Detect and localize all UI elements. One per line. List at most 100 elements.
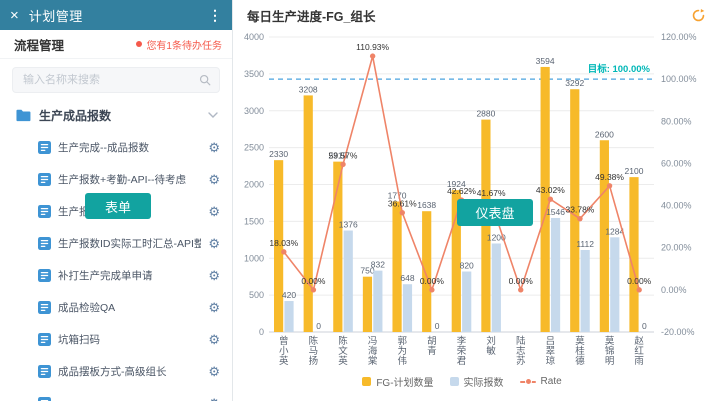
rate-point[interactable] — [606, 183, 613, 189]
tree-item[interactable]: 生产完成--成品报数 ⚙ — [0, 131, 232, 163]
x-axis-label: 莫锦明 — [605, 335, 615, 367]
process-management-row[interactable]: 流程管理 您有1条待办任务 — [0, 30, 232, 59]
search-input[interactable] — [21, 73, 199, 87]
bar-plan[interactable] — [570, 89, 580, 332]
bar-actual[interactable] — [373, 270, 383, 332]
bar-actual-label: 1284 — [605, 226, 624, 236]
notification-dot-icon — [136, 41, 143, 47]
rate-point[interactable] — [399, 210, 405, 216]
gear-icon[interactable]: ⚙ — [208, 171, 220, 187]
tree-item[interactable]: 补打生产完成单申请 ⚙ — [0, 259, 232, 291]
x-axis-label: 赵红雨 — [634, 335, 644, 367]
bar-plan-label: 2100 — [625, 166, 644, 176]
rate-point[interactable] — [310, 287, 317, 293]
todo-notice-text: 您有1条待办任务 — [146, 40, 222, 52]
todo-notice[interactable]: 您有1条待办任务 — [136, 37, 222, 52]
tree-item[interactable]: 生产报数ID实际工时汇总-API整理 ⚙ — [0, 227, 232, 259]
bar-plan-label: 3292 — [565, 78, 584, 88]
bar-actual[interactable] — [284, 301, 294, 332]
rate-point[interactable] — [577, 215, 583, 222]
refresh-icon[interactable] — [691, 8, 706, 23]
bar-plan[interactable] — [274, 160, 284, 332]
tree-item[interactable]: 生产报数+考勤-API--待考虑 ⚙ — [0, 163, 232, 195]
bar-plan[interactable] — [422, 211, 432, 332]
rate-label: 0.00% — [420, 276, 445, 286]
bar-plan[interactable] — [392, 201, 402, 332]
target-label: 目标: 100.00% — [588, 63, 651, 75]
tree-item-label: 生产报数ID实际工时汇总-API整理 — [58, 237, 202, 250]
rate-label: 42.62% — [447, 186, 476, 196]
rate-label: 41.67% — [477, 188, 506, 198]
gear-icon[interactable]: ⚙ — [208, 139, 220, 155]
legend-item-plan[interactable]: FG-计划数量 — [362, 374, 434, 389]
rate-label: 59.57% — [329, 150, 358, 160]
gear-icon[interactable]: ⚙ — [208, 397, 220, 401]
bar-actual[interactable] — [550, 217, 561, 332]
bar-plan-label: 1770 — [388, 190, 407, 200]
tree-item-label: 生产报数+考勤-API--待考虑 — [58, 173, 187, 186]
gear-icon[interactable]: ⚙ — [208, 235, 220, 251]
folder-row-production[interactable]: 生产成品报数 — [0, 99, 232, 131]
bar-plan-label: 2330 — [269, 149, 288, 159]
more-menu-icon[interactable]: ⋮ — [208, 6, 222, 23]
process-title: 流程管理 — [14, 38, 65, 53]
sidebar-title: 计划管理 — [28, 8, 83, 24]
bar-plan[interactable] — [629, 177, 639, 332]
legend-label-plan: FG-计划数量 — [376, 378, 434, 389]
y-axis-tick: 1000 — [244, 253, 264, 263]
tree-item-label: 补打生产完成单申请 — [58, 269, 153, 282]
bar-plan-label: 2310 — [328, 151, 347, 161]
rate-point[interactable] — [547, 196, 554, 202]
bar-plan[interactable] — [303, 95, 313, 332]
x-axis-label: 胡青 — [427, 335, 437, 357]
rate-point[interactable] — [369, 53, 376, 59]
bar-actual[interactable] — [462, 271, 472, 332]
gear-icon[interactable]: ⚙ — [208, 331, 220, 347]
rate-point[interactable] — [518, 287, 524, 293]
legend-item-actual[interactable]: 实际报数 — [449, 374, 504, 389]
form-icon — [38, 204, 51, 218]
bar-actual[interactable] — [402, 284, 413, 332]
legend-swatch-rate-dot — [524, 378, 532, 385]
rate-label: 110.93% — [356, 42, 389, 52]
bar-actual[interactable] — [610, 237, 620, 332]
close-icon[interactable]: × — [10, 6, 19, 24]
bar-actual[interactable] — [343, 230, 353, 332]
rate-point[interactable] — [636, 287, 642, 293]
bar-plan[interactable] — [599, 140, 609, 332]
rate-point[interactable] — [281, 249, 287, 255]
form-icon — [38, 236, 51, 250]
sidebar-header: × 计划管理 ⋮ — [0, 0, 232, 30]
tree-item[interactable]: 坑箱扫码 ⚙ — [0, 323, 232, 355]
legend-swatch-actual — [449, 377, 459, 386]
tree-item[interactable]: 成品检验QA ⚙ — [0, 291, 232, 323]
search-icon[interactable] — [199, 74, 211, 86]
chevron-down-icon[interactable] — [208, 112, 218, 118]
legend-item-rate[interactable]: Rate — [519, 376, 562, 387]
tree-list: 生产完成--成品报数 ⚙ 生产报数+考勤-API--待考虑 ⚙ 生产报数 ⚙ 生… — [0, 131, 232, 401]
tree-item[interactable]: 成品摆板方式-高级组长 ⚙ — [0, 355, 232, 387]
rate-label: 0.00% — [301, 276, 326, 286]
x-axis-label: 陈文英 — [338, 335, 348, 367]
gear-icon[interactable]: ⚙ — [208, 267, 220, 283]
bar-plan[interactable] — [540, 66, 550, 332]
y-axis-tick: 4000 — [244, 32, 264, 42]
bar-plan[interactable] — [451, 190, 461, 332]
bar-actual[interactable] — [580, 249, 590, 332]
rate-point[interactable] — [340, 161, 346, 168]
sidebar: × 计划管理 ⋮ 流程管理 您有1条待办任务 生产成品报数 — [0, 0, 233, 401]
rate-label: 43.02% — [536, 185, 565, 195]
gear-icon[interactable]: ⚙ — [208, 363, 220, 379]
bar-actual-label: 1200 — [487, 233, 506, 243]
gear-icon[interactable]: ⚙ — [208, 299, 220, 315]
gear-icon[interactable]: ⚙ — [208, 203, 220, 219]
bar-actual-label: 1546 — [546, 207, 565, 217]
bar-plan[interactable] — [333, 161, 343, 332]
rate-label: 33.78% — [566, 205, 595, 215]
form-icon — [38, 332, 51, 346]
bar-actual-label: 648 — [400, 273, 414, 283]
rate-point[interactable] — [429, 287, 435, 293]
bar-plan[interactable] — [362, 276, 373, 332]
bar-actual[interactable] — [491, 243, 501, 333]
tree-item[interactable]: ⚙ — [0, 387, 232, 401]
